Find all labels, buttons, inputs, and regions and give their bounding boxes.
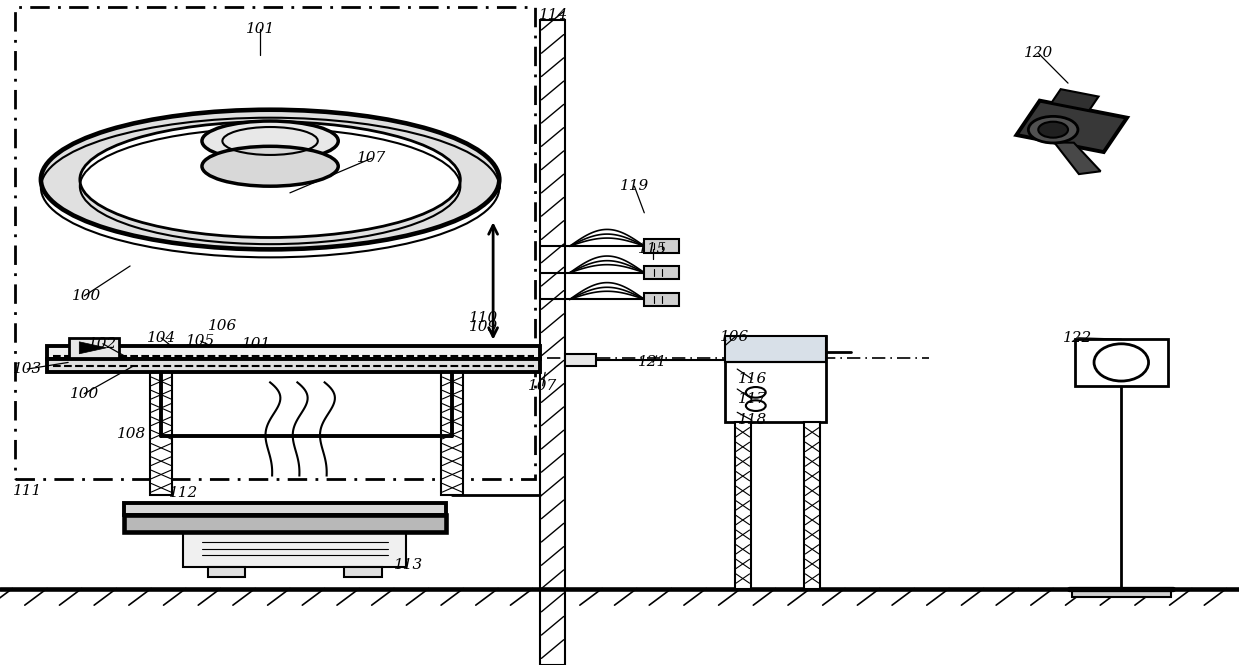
Ellipse shape bbox=[202, 121, 338, 161]
Bar bbox=[15, 7, 535, 479]
Text: 110: 110 bbox=[468, 311, 498, 325]
Text: 113: 113 bbox=[394, 558, 424, 573]
Bar bbox=[644, 293, 679, 306]
Text: 119: 119 bbox=[620, 179, 649, 194]
Ellipse shape bbox=[1038, 122, 1068, 138]
Text: 120: 120 bbox=[1023, 46, 1053, 61]
Bar bbox=[725, 336, 826, 422]
Ellipse shape bbox=[79, 122, 461, 237]
Bar bbox=[644, 266, 679, 279]
Text: 109: 109 bbox=[468, 320, 498, 334]
Text: 108: 108 bbox=[116, 426, 146, 441]
Text: 101: 101 bbox=[245, 21, 275, 36]
Text: 100: 100 bbox=[72, 289, 102, 303]
Text: 107: 107 bbox=[357, 151, 387, 166]
Bar bbox=[47, 359, 540, 372]
Bar bbox=[150, 372, 172, 495]
Text: 117: 117 bbox=[737, 392, 767, 406]
Bar bbox=[124, 503, 446, 515]
Bar bbox=[183, 532, 406, 567]
Bar bbox=[1074, 339, 1167, 386]
Text: 118: 118 bbox=[737, 413, 767, 428]
Text: 116: 116 bbox=[737, 372, 767, 386]
Bar bbox=[735, 422, 751, 589]
Bar bbox=[644, 239, 679, 253]
Bar bbox=[47, 346, 540, 359]
Polygon shape bbox=[1052, 89, 1099, 110]
Bar bbox=[208, 567, 245, 577]
Text: 114: 114 bbox=[539, 7, 569, 22]
Bar bbox=[540, 20, 565, 665]
Polygon shape bbox=[79, 342, 107, 354]
Bar bbox=[804, 422, 820, 589]
Bar bbox=[441, 372, 463, 495]
Ellipse shape bbox=[41, 110, 499, 249]
Polygon shape bbox=[1054, 142, 1100, 174]
Bar bbox=[124, 515, 446, 532]
Bar bbox=[344, 567, 382, 577]
Text: 102: 102 bbox=[88, 336, 118, 351]
Text: 106: 106 bbox=[208, 319, 238, 333]
Text: 106: 106 bbox=[720, 330, 750, 344]
Text: 112: 112 bbox=[169, 486, 198, 501]
Text: 107: 107 bbox=[528, 378, 558, 393]
Polygon shape bbox=[1016, 100, 1127, 152]
Text: 105: 105 bbox=[186, 334, 216, 348]
Text: 104: 104 bbox=[146, 331, 176, 345]
Text: 103: 103 bbox=[12, 362, 42, 376]
Ellipse shape bbox=[1028, 116, 1078, 143]
Text: 122: 122 bbox=[1063, 331, 1093, 345]
Text: 100: 100 bbox=[69, 386, 99, 401]
Text: 121: 121 bbox=[638, 355, 668, 370]
Bar bbox=[725, 336, 826, 362]
Bar bbox=[69, 338, 119, 358]
Text: 111: 111 bbox=[12, 483, 42, 498]
Bar bbox=[1072, 589, 1171, 597]
Text: 115: 115 bbox=[638, 242, 668, 257]
Text: 101: 101 bbox=[242, 336, 271, 351]
Bar bbox=[565, 354, 596, 366]
Ellipse shape bbox=[202, 146, 338, 186]
